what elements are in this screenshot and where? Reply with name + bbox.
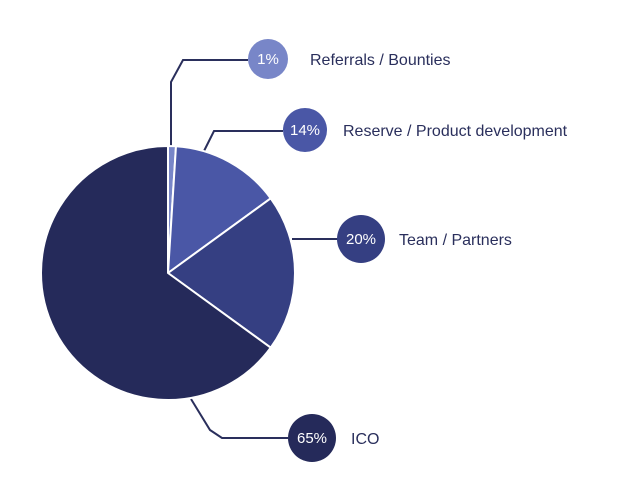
percent-badge [288,414,336,462]
callout: 14% Reserve / Product development [283,108,568,152]
callout: 1% Referrals / Bounties [248,39,451,79]
percent-label: 20% [346,231,376,248]
slice-label: ICO [351,431,379,448]
percent-label: 1% [257,51,279,68]
slice-label: Reserve / Product development [343,123,568,140]
pie-slice [167,197,296,349]
percent-badge [283,108,327,152]
callout: 65% ICO [288,414,379,462]
percent-badge [337,215,385,263]
percent-badge [248,39,288,79]
callout: 20% Team / Partners [337,215,512,263]
percent-label: 65% [297,430,327,447]
pie-slice [167,145,272,274]
leader-line [170,59,248,146]
leader-line [190,398,288,439]
slice-label: Team / Partners [399,232,512,249]
leader-line [203,130,283,152]
pie-slice [40,145,272,401]
slice-label: Referrals / Bounties [310,52,451,69]
percent-label: 14% [290,122,320,139]
